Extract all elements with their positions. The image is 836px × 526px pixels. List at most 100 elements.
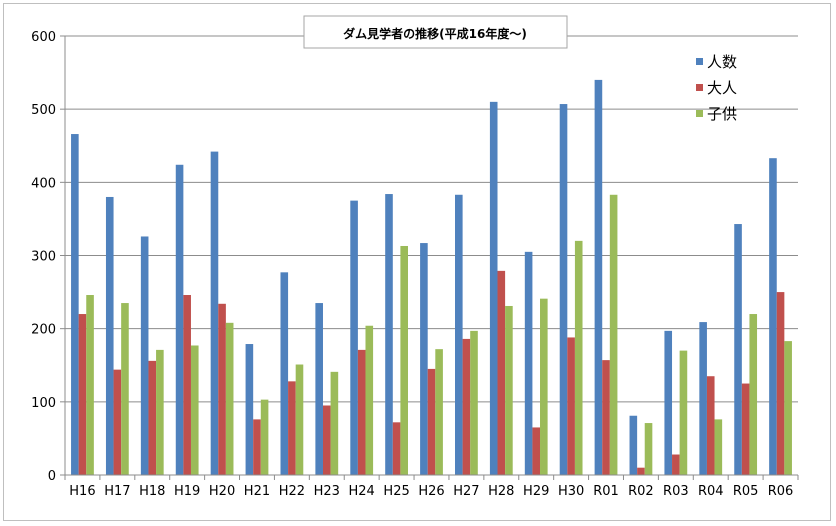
x-tick-label: H21 — [244, 484, 270, 499]
x-tick-label: H18 — [139, 484, 165, 499]
legend-swatch — [696, 110, 703, 117]
bar-子供-H21 — [260, 399, 269, 475]
x-tick-label: H19 — [174, 484, 200, 499]
bar-人数-H17 — [105, 196, 114, 475]
bar-子供-H16 — [86, 295, 94, 475]
bar-人数-R02 — [629, 415, 638, 475]
bars — [71, 79, 792, 476]
bar-人数-H20 — [210, 151, 219, 475]
bar-人数-R03 — [664, 330, 673, 475]
bar-子供-H28 — [505, 305, 513, 475]
x-tick-label: R04 — [698, 484, 724, 499]
y-tick-label: 600 — [31, 30, 56, 45]
bar-大人-H26 — [427, 368, 436, 475]
bar-人数-H21 — [245, 344, 254, 475]
bar-人数-H18 — [140, 236, 149, 475]
bar-人数-H28 — [489, 101, 498, 475]
x-tick-label: H25 — [383, 484, 409, 499]
bar-子供-H27 — [470, 330, 478, 475]
chart-title-box: ダム見学者の推移(平成16年度～) — [303, 15, 568, 49]
bar-人数-H19 — [175, 164, 184, 476]
bar-大人-H19 — [183, 295, 191, 475]
bar-子供-H18 — [156, 349, 164, 475]
bar-子供-H25 — [400, 245, 408, 475]
bar-人数-R05 — [734, 224, 742, 475]
y-tick-label: 300 — [31, 250, 56, 265]
bar-子供-H20 — [225, 322, 234, 475]
bar-大人-R04 — [706, 376, 715, 475]
bar-人数-H23 — [315, 303, 323, 475]
bar-人数-R06 — [769, 158, 777, 475]
bar-子供-R06 — [784, 341, 792, 475]
bar-子供-R05 — [749, 314, 758, 475]
x-tick-label: H16 — [69, 484, 95, 499]
chart-title-frame — [303, 15, 568, 49]
bar-大人-R06 — [776, 292, 785, 475]
bar-大人-H24 — [357, 349, 366, 475]
bar-大人-H18 — [148, 360, 157, 475]
y-tick-label: 500 — [31, 103, 56, 118]
bar-子供-H29 — [540, 298, 548, 475]
bar-大人-R01 — [602, 360, 610, 475]
bar-大人-H27 — [462, 338, 471, 475]
bar-人数-R04 — [699, 322, 707, 475]
bar-人数-H25 — [385, 194, 393, 476]
bar-人数-H29 — [524, 251, 533, 475]
bar-子供-H17 — [121, 303, 129, 475]
y-tick-label: 0 — [48, 469, 56, 484]
legend-label: 人数 — [707, 53, 737, 71]
bar-人数-H24 — [350, 200, 358, 475]
bar-大人-R03 — [672, 454, 680, 475]
legend-swatch — [696, 58, 703, 65]
bar-大人-H20 — [218, 303, 226, 475]
bar-子供-H26 — [435, 349, 443, 475]
bar-人数-H30 — [559, 104, 568, 476]
bar-子供-R04 — [714, 419, 723, 475]
x-tick-label: R03 — [663, 484, 689, 499]
bar-人数-H27 — [455, 194, 463, 475]
x-tick-label: H22 — [279, 484, 305, 499]
legend-label: 大人 — [707, 79, 737, 97]
bar-大人-H16 — [78, 314, 87, 475]
x-tick-label: R06 — [768, 484, 794, 499]
x-tick-label: H26 — [418, 484, 444, 499]
bar-子供-H22 — [295, 364, 304, 475]
y-axis-ticks: 0 100 200 300 400 500 600 — [31, 30, 65, 484]
bar-子供-H30 — [574, 240, 583, 475]
bar-大人-R02 — [637, 467, 645, 475]
y-tick-label: 400 — [31, 176, 56, 191]
bar-子供-R02 — [644, 423, 653, 475]
gridlines — [65, 35, 798, 403]
bar-大人-H17 — [113, 369, 122, 475]
bar-大人-H28 — [497, 270, 506, 475]
bar-人数-H26 — [420, 243, 428, 475]
bar-子供-R01 — [609, 194, 618, 475]
bar-子供-R03 — [679, 350, 688, 475]
legend-swatch — [696, 84, 703, 91]
chart-frame: 0 100 200 300 400 500 600 H16 H17 H18 H19 H20 H21 H2… — [3, 3, 831, 521]
bar-大人-H22 — [288, 381, 296, 475]
x-tick-label: H27 — [453, 484, 479, 499]
x-tick-label: H23 — [314, 484, 340, 499]
bar-大人-H30 — [567, 337, 575, 475]
y-tick-label: 100 — [31, 396, 56, 411]
bar-子供-H19 — [190, 345, 199, 475]
bar-子供-H23 — [330, 371, 339, 475]
x-tick-label: H20 — [209, 484, 235, 499]
y-tick-label: 200 — [31, 323, 56, 338]
bar-大人-H21 — [253, 419, 261, 475]
bar-大人-H25 — [392, 422, 401, 475]
bar-人数-H16 — [71, 134, 79, 475]
bar-大人-H29 — [532, 427, 541, 475]
x-tick-label: R01 — [593, 484, 619, 499]
bar-chart: 0 100 200 300 400 500 600 H16 H17 H18 H19 H20 H21 H2… — [31, 15, 799, 499]
bar-大人-H23 — [322, 405, 331, 475]
chart-title: ダム見学者の推移(平成16年度～) — [343, 26, 527, 41]
x-tick-label: H24 — [349, 484, 375, 499]
x-tick-label: R02 — [628, 484, 654, 499]
bar-人数-R01 — [594, 79, 603, 476]
x-tick-label: H17 — [104, 484, 130, 499]
bar-大人-R05 — [741, 383, 750, 475]
x-axis-ticks: H16 H17 H18 H19 H20 H21 H22 H23 H24 H25 H26 H27 H28 H… — [64, 475, 799, 499]
